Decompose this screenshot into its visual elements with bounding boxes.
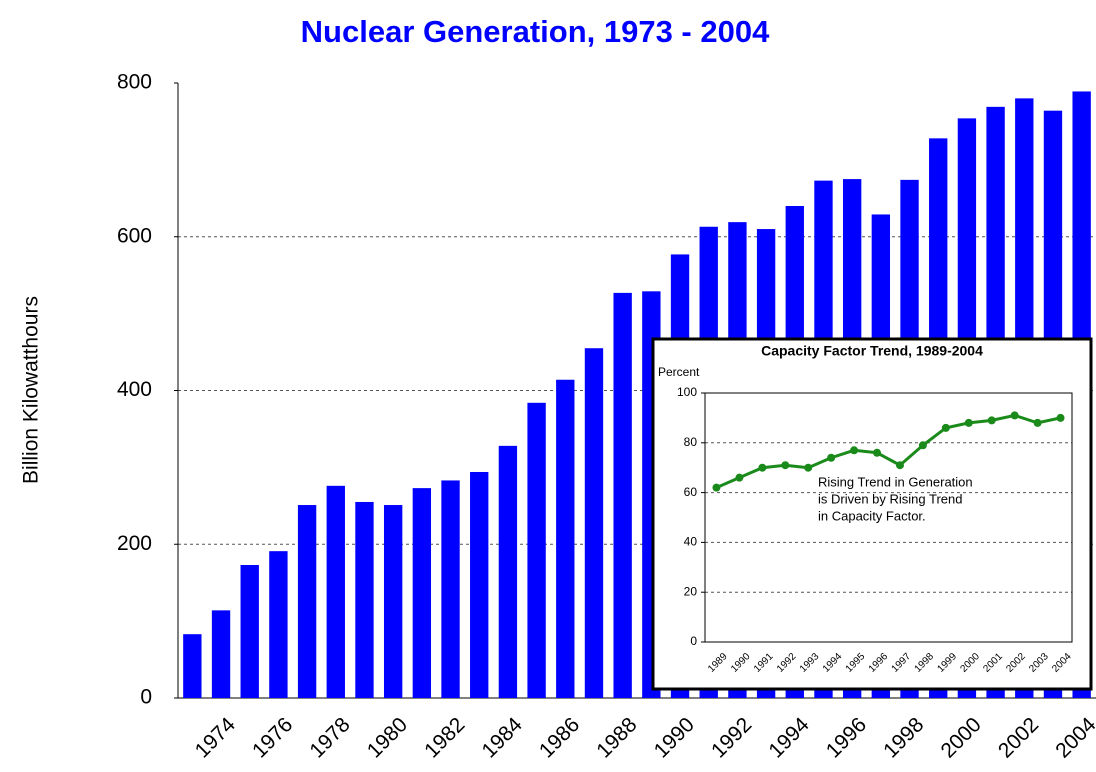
x-tick-label: 1986 — [535, 713, 584, 762]
x-tick-label: 1982 — [420, 713, 469, 762]
y-axis-label: Billion Kilowatthours — [20, 296, 43, 484]
y-tick-label: 800 — [117, 71, 152, 94]
y-tick-label: 40 — [684, 535, 698, 549]
marker — [941, 423, 950, 432]
x-tick-label: 1996 — [822, 713, 871, 762]
line — [715, 413, 1061, 489]
x-tick-label: 2004 — [1051, 713, 1096, 763]
x-tick-label: 2000 — [937, 713, 986, 762]
inset-y-label: Percent — [658, 365, 700, 379]
marker — [735, 473, 744, 482]
x-tick-label: 1988 — [592, 713, 641, 762]
bar — [326, 485, 345, 698]
bar — [584, 348, 604, 698]
x-tick-label: 1992 — [707, 713, 756, 762]
marker — [781, 461, 790, 470]
y-tick-label: 0 — [690, 634, 697, 648]
marker — [1056, 413, 1065, 422]
bar — [355, 501, 374, 698]
x-tick-label: 1978 — [305, 713, 354, 762]
y-tick-label: 80 — [684, 435, 698, 449]
marker — [987, 416, 996, 425]
y-tick-label: 200 — [117, 532, 152, 555]
annotation: is Driven by Rising Trend — [818, 491, 963, 506]
marker — [1010, 411, 1019, 420]
x-tick-label: 1980 — [363, 713, 412, 762]
marker — [712, 483, 721, 492]
marker — [873, 448, 882, 457]
bar — [613, 292, 632, 698]
bar — [240, 565, 259, 698]
x-tick-label: 1974 — [191, 713, 241, 763]
y-tick-label: 60 — [684, 485, 698, 499]
plot-frame — [704, 392, 1073, 643]
y-tick-label: 600 — [117, 224, 152, 247]
annotation: in Capacity Factor. — [818, 508, 926, 523]
marker — [850, 446, 859, 455]
inset-title: Capacity Factor Trend, 1989-2004 — [761, 343, 983, 359]
bar — [556, 379, 575, 698]
y-tick-label: 100 — [677, 385, 697, 399]
marker — [758, 463, 767, 472]
bar — [297, 505, 317, 698]
marker — [918, 441, 927, 450]
bar — [470, 471, 489, 698]
marker — [964, 418, 973, 427]
marker — [827, 453, 836, 462]
marker — [804, 463, 813, 472]
marker — [895, 461, 904, 470]
bar — [211, 610, 231, 698]
bar — [498, 445, 518, 698]
bar — [527, 402, 546, 698]
chart-title: Nuclear Generation, 1973 - 2004 — [301, 14, 770, 49]
y-tick-label: 0 — [140, 686, 152, 709]
annotation: Rising Trend in Generation — [818, 474, 973, 489]
x-tick-label: 1998 — [879, 713, 928, 762]
inset-box — [651, 337, 1093, 691]
x-tick-label: 1976 — [248, 713, 297, 762]
bar — [412, 488, 432, 698]
marker — [1033, 418, 1042, 427]
y-tick-label: 400 — [117, 378, 152, 401]
bar — [441, 480, 460, 698]
bar — [269, 551, 288, 698]
x-tick-label: 1984 — [478, 713, 528, 763]
y-tick-label: 20 — [684, 584, 698, 598]
x-tick-label: 1994 — [764, 713, 814, 763]
bar — [183, 634, 202, 698]
bar — [383, 505, 403, 698]
x-tick-label: 1990 — [650, 713, 699, 762]
x-tick-label: 2002 — [994, 713, 1043, 762]
